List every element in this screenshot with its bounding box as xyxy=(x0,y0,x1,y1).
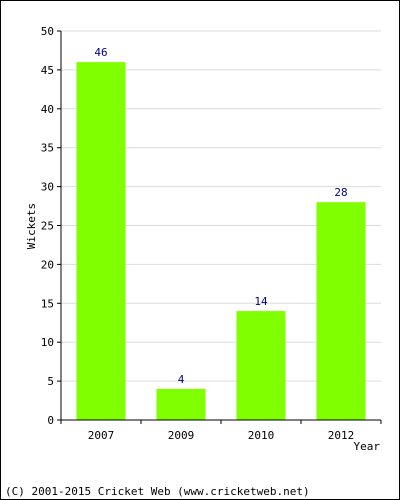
data-label: 46 xyxy=(94,46,107,59)
x-tick-label: 2009 xyxy=(168,429,195,442)
bar-2012 xyxy=(316,202,366,420)
x-axis-ticks: 2007 2009 2010 2012 xyxy=(60,420,382,442)
data-label: 4 xyxy=(178,373,185,386)
x-tick-label: 2010 xyxy=(248,429,275,442)
x-axis-label: Year xyxy=(354,440,381,453)
y-tick-label: 15 xyxy=(41,297,54,310)
y-axis-ticks: 0 5 10 15 20 25 30 35 40 45 50 xyxy=(41,25,61,427)
y-tick-label: 25 xyxy=(41,220,54,233)
y-tick-label: 30 xyxy=(41,181,54,194)
y-tick-label: 20 xyxy=(41,258,54,271)
y-tick-label: 0 xyxy=(47,414,54,427)
y-tick-label: 10 xyxy=(41,336,54,349)
y-tick-label: 5 xyxy=(47,375,54,388)
y-tick-label: 45 xyxy=(41,64,54,77)
x-tick-label: 2012 xyxy=(328,429,355,442)
y-tick-label: 40 xyxy=(41,103,54,116)
bar-2009 xyxy=(156,388,206,420)
bar-2010 xyxy=(236,311,286,420)
data-label: 14 xyxy=(254,295,268,308)
y-axis-label: Wickets xyxy=(25,203,38,249)
y-tick-label: 35 xyxy=(41,142,54,155)
bar-2007 xyxy=(76,62,126,421)
data-label: 28 xyxy=(334,186,347,199)
bars: 46 4 14 28 xyxy=(76,46,366,421)
x-tick-label: 2007 xyxy=(88,429,115,442)
copyright-footer: (C) 2001-2015 Cricket Web (www.cricketwe… xyxy=(5,485,310,498)
y-tick-label: 50 xyxy=(41,25,54,38)
